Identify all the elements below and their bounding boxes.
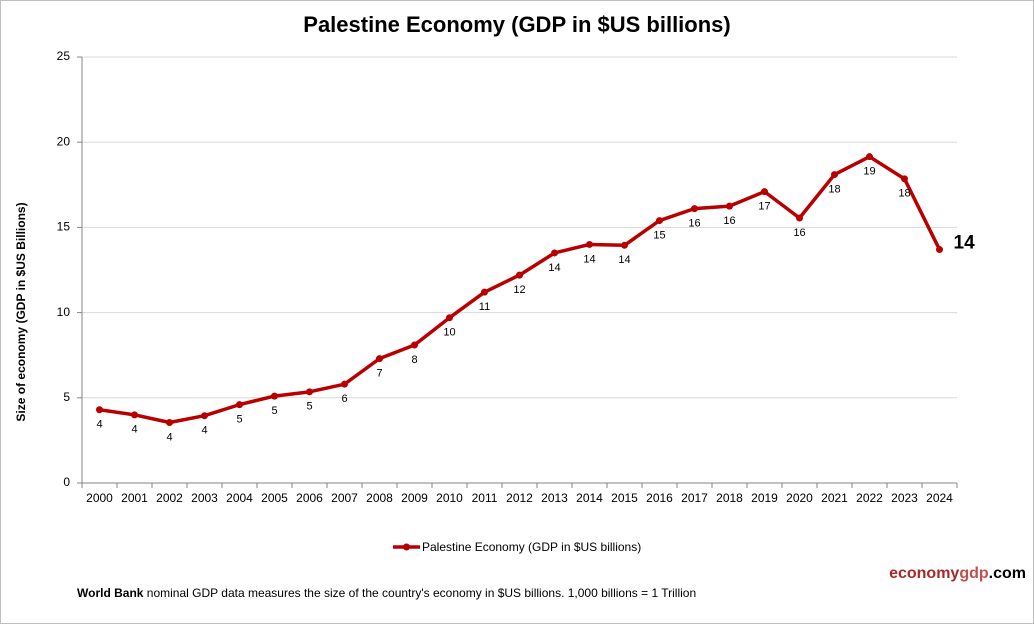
- legend-marker: [403, 543, 410, 551]
- data-label: 7: [376, 368, 382, 380]
- data-point: [936, 246, 943, 254]
- data-label: 15: [653, 229, 665, 241]
- data-label: 16: [723, 215, 735, 227]
- x-tick-label: 2022: [856, 491, 883, 505]
- data-point: [411, 341, 418, 349]
- y-axis-label: Size of economy (GDP in $US Billions): [14, 202, 28, 421]
- data-point: [656, 217, 663, 225]
- x-tick-label: 2008: [366, 491, 393, 505]
- x-tick-label: 2018: [716, 491, 743, 505]
- x-tick-label: 2010: [436, 491, 463, 505]
- data-point: [166, 419, 173, 427]
- data-label: 16: [688, 218, 700, 230]
- x-tick-label: 2002: [156, 491, 183, 505]
- data-point: [131, 411, 138, 419]
- x-tick-label: 2007: [331, 491, 358, 505]
- x-tick-label: 2001: [121, 491, 148, 505]
- data-point: [866, 153, 873, 161]
- brand-part: .com: [989, 565, 1026, 582]
- data-point: [201, 412, 208, 420]
- data-label: 14: [548, 262, 560, 274]
- data-point: [96, 406, 103, 414]
- x-tick-label: 2003: [191, 491, 218, 505]
- data-label: 19: [863, 166, 875, 178]
- data-point: [761, 188, 768, 196]
- data-label: 4: [96, 419, 102, 431]
- y-tick-label: 10: [57, 305, 71, 319]
- x-tick-label: 2011: [472, 491, 498, 505]
- x-tick-label: 2004: [226, 491, 253, 505]
- data-point: [831, 171, 838, 179]
- data-label: 10: [443, 327, 455, 339]
- x-tick-label: 2023: [891, 491, 918, 505]
- data-label: 5: [271, 405, 277, 417]
- x-tick-label: 2000: [86, 491, 113, 505]
- data-point: [586, 240, 593, 248]
- data-label: 18: [828, 183, 840, 195]
- y-tick-label: 20: [57, 134, 71, 148]
- brand-part: economy: [889, 565, 959, 582]
- brand: economygdp.com: [889, 565, 1026, 582]
- data-label: 18: [898, 188, 910, 200]
- data-label: 12: [513, 284, 525, 296]
- x-tick-label: 2016: [646, 491, 673, 505]
- x-tick-label: 2020: [786, 491, 813, 505]
- x-tick-label: 2019: [751, 491, 778, 505]
- data-label: 4: [201, 425, 207, 437]
- x-tick-label: 2017: [681, 491, 708, 505]
- data-label: 11: [479, 301, 490, 313]
- data-label: 14: [954, 233, 976, 254]
- data-point: [621, 241, 628, 249]
- data-point: [446, 314, 453, 322]
- data-point: [516, 271, 523, 279]
- legend-label: Palestine Economy (GDP in $US billions): [422, 540, 641, 554]
- data-label: 5: [306, 401, 312, 413]
- footnote-text: nominal GDP data measures the size of th…: [143, 586, 696, 600]
- x-tick-label: 2014: [576, 491, 603, 505]
- data-point: [271, 392, 278, 400]
- y-tick-label: 25: [57, 49, 71, 63]
- data-point: [481, 288, 488, 296]
- plot: 4 4 4 4 5 5 5 6 7 8 10 11 12 14 14 14 15 16 16 17 16 18 19 18 14: [96, 153, 975, 443]
- x-tick-label: 2021: [821, 491, 848, 505]
- data-point: [341, 380, 348, 388]
- y-tick-label: 0: [63, 475, 70, 489]
- data-label: 5: [236, 414, 242, 426]
- data-point: [236, 401, 243, 409]
- data-point: [901, 175, 908, 183]
- footnote-source: World Bank: [77, 586, 144, 600]
- y-tick-label: 15: [57, 220, 71, 234]
- data-label: 17: [758, 201, 770, 213]
- data-label: 4: [166, 431, 172, 443]
- x-tick-label: 2024: [926, 491, 953, 505]
- data-label: 14: [583, 253, 595, 265]
- x-tick-label: 2005: [261, 491, 288, 505]
- x-tick-label: 2015: [611, 491, 638, 505]
- data-label: 14: [618, 254, 630, 266]
- brand-part: gdp: [959, 565, 989, 582]
- data-point: [726, 202, 733, 210]
- chart-title: Palestine Economy (GDP in $US billions): [303, 12, 730, 37]
- data-label: 4: [131, 424, 137, 436]
- y-tick-label: 5: [63, 390, 70, 404]
- data-label: 6: [341, 393, 347, 405]
- footnote: World Bank nominal GDP data measures the…: [77, 586, 696, 600]
- data-label: 16: [793, 227, 805, 239]
- data-point: [306, 388, 313, 396]
- x-tick-label: 2009: [401, 491, 428, 505]
- data-point: [796, 214, 803, 222]
- data-point: [551, 249, 558, 257]
- data-point: [376, 355, 383, 363]
- data-point: [691, 205, 698, 213]
- x-tick-label: 2006: [296, 491, 323, 505]
- x-tick-label: 2012: [506, 491, 533, 505]
- x-tick-label: 2013: [541, 491, 568, 505]
- grid: [77, 56, 958, 488]
- data-label: 8: [411, 354, 417, 366]
